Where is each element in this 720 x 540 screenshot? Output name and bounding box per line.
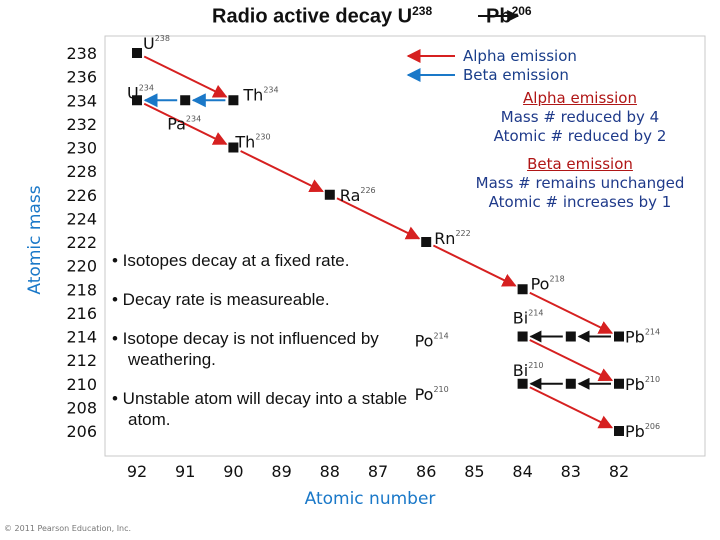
alpha-decay-arrow bbox=[529, 291, 614, 334]
isotope-label: U238 bbox=[143, 34, 170, 53]
x-tick-label: 84 bbox=[512, 462, 532, 481]
y-axis-label: Atomic mass bbox=[25, 185, 45, 294]
y-tick-label: 230 bbox=[66, 139, 97, 158]
x-tick-label: 90 bbox=[223, 462, 243, 481]
isotope-label: Bi214 bbox=[513, 309, 544, 328]
alpha-decay-arrow bbox=[432, 244, 517, 287]
copyright: © 2011 Pearson Education, Inc. bbox=[4, 524, 132, 533]
y-tick-label: 214 bbox=[66, 328, 97, 347]
isotope-point bbox=[517, 284, 528, 295]
bullet-item: • Unstable atom will decay into a stable… bbox=[112, 389, 408, 429]
y-tick-label: 228 bbox=[66, 162, 97, 181]
y-tick-label: 232 bbox=[66, 115, 97, 134]
y-tick-label: 226 bbox=[66, 186, 97, 205]
y-tick-label: 212 bbox=[66, 351, 97, 370]
beta-info: Beta emission Mass # remains unchanged A… bbox=[460, 155, 700, 212]
alpha-info-line2: Atomic # reduced by 2 bbox=[493, 127, 667, 145]
isotope-point bbox=[517, 331, 528, 342]
x-tick-label: 87 bbox=[368, 462, 388, 481]
beta-info-header: Beta emission bbox=[527, 155, 633, 173]
isotope-label: Rn222 bbox=[434, 229, 471, 248]
x-tick-label: 88 bbox=[320, 462, 340, 481]
title-main-sup: 238 bbox=[412, 4, 433, 18]
isotope-point bbox=[614, 426, 624, 436]
x-tick-label: 92 bbox=[127, 462, 147, 481]
isotope-point bbox=[614, 331, 624, 342]
y-tick-label: 218 bbox=[66, 280, 97, 299]
legend-alpha-label: Alpha emission bbox=[463, 47, 577, 65]
isotope-point bbox=[565, 378, 576, 389]
y-tick-label: 210 bbox=[66, 375, 97, 394]
alpha-decay-arrow bbox=[529, 386, 614, 429]
isotope-label: Pb214 bbox=[625, 328, 660, 347]
isotope-label: Pa234 bbox=[167, 114, 201, 133]
title: Radio active decay U238 Pb206 bbox=[0, 4, 720, 30]
y-tick-labels: 238 236 234 232 230 228 226 224 222 220 218 216 214 2… bbox=[66, 44, 97, 441]
alpha-decay-arrow bbox=[240, 150, 324, 193]
alpha-decay-arrow bbox=[143, 55, 228, 98]
x-tick-label: 82 bbox=[609, 462, 629, 481]
isotope-label: Th230 bbox=[234, 133, 270, 152]
isotope-point bbox=[228, 142, 239, 153]
bullet-item: • Isotopes decay at a fixed rate. bbox=[112, 251, 350, 270]
alpha-info-header: Alpha emission bbox=[523, 89, 637, 107]
y-tick-label: 224 bbox=[66, 209, 97, 228]
alpha-decay-arrow bbox=[336, 197, 421, 240]
bullet-item: • Decay rate is measureable. bbox=[112, 290, 330, 309]
legend-beta-label: Beta emission bbox=[463, 66, 569, 84]
isotope-point bbox=[180, 95, 191, 106]
x-tick-label: 89 bbox=[271, 462, 291, 481]
isotope-point bbox=[132, 48, 142, 58]
isotope-point bbox=[324, 189, 335, 200]
isotope-point bbox=[614, 378, 624, 389]
isotope-label: Th234 bbox=[242, 85, 278, 104]
plot-frame bbox=[104, 35, 706, 457]
isotope-label: Bi210 bbox=[513, 361, 544, 380]
y-tick-label: 234 bbox=[66, 91, 97, 110]
y-tick-label: 206 bbox=[66, 422, 97, 441]
y-tick-label: 220 bbox=[66, 257, 97, 276]
title-main: Radio active decay U238 bbox=[212, 4, 432, 29]
beta-info-line2: Atomic # increases by 1 bbox=[488, 193, 672, 211]
y-tick-label: 216 bbox=[66, 304, 97, 323]
beta-info-line1: Mass # remains unchanged bbox=[475, 174, 685, 192]
x-tick-label: 86 bbox=[416, 462, 436, 481]
decay-arrows bbox=[143, 55, 614, 429]
y-tick-label: 238 bbox=[66, 44, 97, 63]
y-tick-label: 222 bbox=[66, 233, 97, 252]
isotope-label: Po218 bbox=[531, 274, 565, 293]
x-axis-label: Atomic number bbox=[305, 489, 436, 509]
x-tick-label: 85 bbox=[464, 462, 484, 481]
bullet-item: • Isotope decay is not influenced by wea… bbox=[112, 329, 379, 369]
isotope-label: Ra226 bbox=[340, 186, 376, 205]
isotope-point bbox=[132, 95, 142, 106]
x-tick-labels: 92 91 90 89 88 87 86 85 84 83 82 bbox=[127, 462, 629, 481]
alpha-decay-arrow bbox=[143, 102, 228, 145]
isotope-point bbox=[517, 378, 528, 389]
y-tick-label: 208 bbox=[66, 398, 97, 417]
bullet-list: • Isotopes decay at a fixed rate. • Deca… bbox=[112, 250, 432, 448]
isotope-label: Pb210 bbox=[625, 375, 660, 394]
isotope-point bbox=[421, 237, 432, 247]
alpha-info: Alpha emission Mass # reduced by 4 Atomi… bbox=[470, 89, 690, 146]
isotope-point bbox=[228, 95, 239, 106]
title-main-text: Radio active decay U bbox=[212, 5, 413, 28]
isotope-point bbox=[565, 331, 576, 342]
isotope-label: Pb206 bbox=[625, 422, 660, 441]
x-tick-label: 83 bbox=[561, 462, 581, 481]
alpha-decay-arrow bbox=[529, 339, 614, 382]
alpha-info-line1: Mass # reduced by 4 bbox=[500, 108, 660, 126]
x-tick-label: 91 bbox=[175, 462, 195, 481]
y-tick-label: 236 bbox=[66, 68, 97, 87]
